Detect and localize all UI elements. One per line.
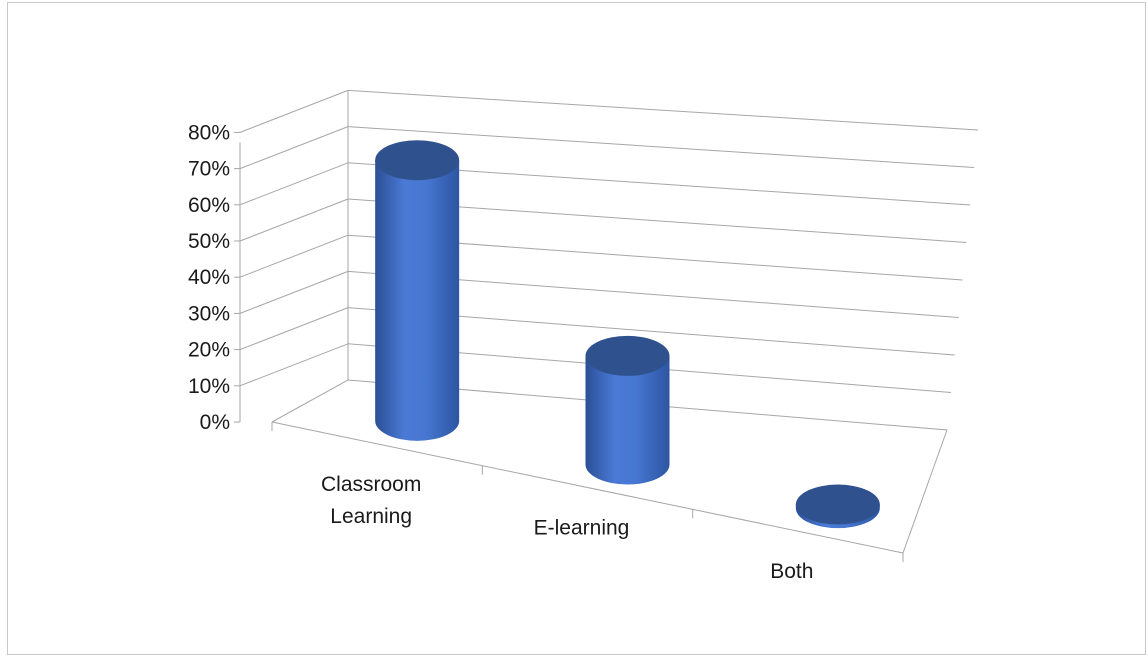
chart-frame bbox=[7, 2, 1146, 655]
x-axis-line bbox=[271, 421, 904, 554]
bar-top bbox=[795, 484, 880, 525]
x-category-label-line: Classroom bbox=[321, 473, 421, 496]
y-tick-label: 10% bbox=[188, 375, 230, 398]
y-tick-label: 50% bbox=[188, 230, 230, 253]
gridline-side bbox=[239, 270, 349, 314]
y-tick-label: 20% bbox=[188, 339, 230, 362]
y-tick-label: 40% bbox=[188, 266, 230, 289]
bars bbox=[375, 140, 880, 529]
bar-top bbox=[375, 140, 460, 181]
gridline-side bbox=[239, 126, 349, 170]
bar-top bbox=[585, 335, 670, 376]
x-category-label: Classroom Learning bbox=[321, 473, 421, 528]
gridline-side bbox=[239, 89, 349, 133]
gridline-side bbox=[239, 343, 349, 387]
bar-e-learning bbox=[585, 335, 670, 485]
gridline-side bbox=[239, 162, 349, 206]
y-tick-label: 0% bbox=[200, 411, 230, 434]
x-category-label-line: E-learning bbox=[534, 517, 630, 540]
y-axis-ticks: 0% 10% 20% 30% 40% 50% 60% 70% 80% bbox=[188, 121, 240, 434]
x-axis bbox=[271, 421, 904, 562]
gridline-back bbox=[347, 89, 979, 131]
bar-body bbox=[585, 355, 670, 485]
gridline-back bbox=[347, 126, 975, 168]
gridline-side bbox=[239, 234, 349, 278]
gridline-side bbox=[239, 307, 349, 351]
bar-body bbox=[375, 160, 460, 441]
x-category-label: E-learning bbox=[534, 517, 630, 540]
gridline-side bbox=[239, 198, 349, 242]
x-category-label: Both bbox=[770, 560, 813, 583]
y-tick-label: 70% bbox=[188, 158, 230, 181]
x-category-label-line: Learning bbox=[330, 505, 412, 528]
y-tick-label: 80% bbox=[188, 121, 230, 144]
y-tick-label: 30% bbox=[188, 302, 230, 325]
bar-both bbox=[795, 484, 880, 529]
x-category-label-line: Both bbox=[770, 560, 813, 583]
bar-classroom-learning bbox=[375, 140, 460, 441]
x-axis-labels: Classroom Learning E-learning Both bbox=[321, 473, 813, 583]
y-tick-label: 60% bbox=[188, 194, 230, 217]
